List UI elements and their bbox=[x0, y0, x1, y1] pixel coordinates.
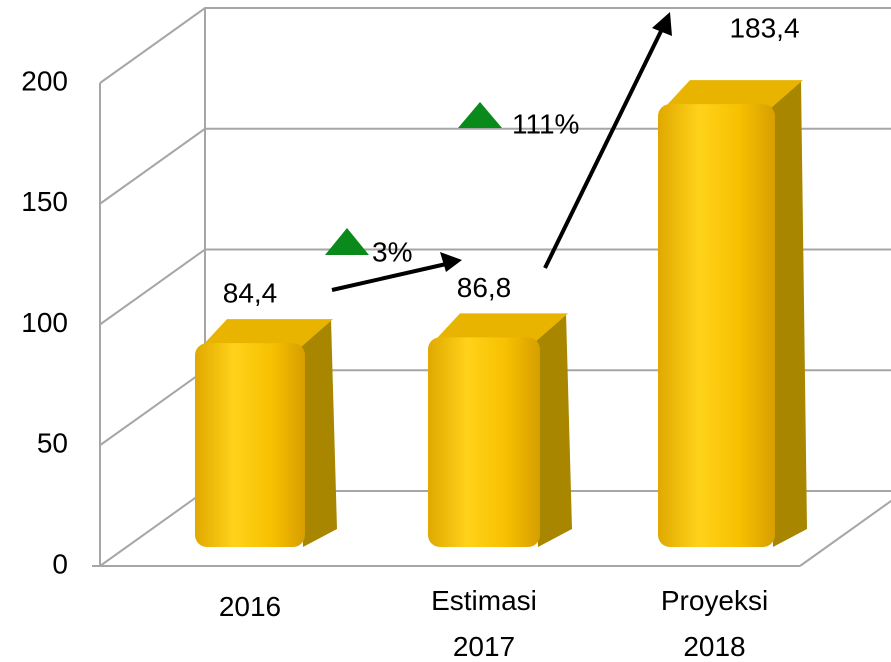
arrow bbox=[331, 260, 456, 292]
annotation: 111% bbox=[512, 108, 579, 139]
bar-side bbox=[534, 313, 572, 547]
bar-side bbox=[299, 319, 337, 547]
value-label: 84,4 bbox=[223, 278, 278, 309]
bar-top bbox=[664, 80, 803, 109]
arrow-head bbox=[440, 252, 462, 272]
bar bbox=[658, 80, 807, 548]
value-label: 183,4 bbox=[729, 12, 799, 43]
bar-top bbox=[434, 313, 568, 342]
bar-side bbox=[769, 80, 807, 548]
arrow-head bbox=[652, 12, 672, 36]
bar bbox=[195, 319, 337, 547]
annotation: 3% bbox=[372, 236, 412, 267]
x-tick-label: Proyeksi 2018 bbox=[660, 585, 769, 662]
x-tick-label: Estimasi 2017 bbox=[431, 585, 537, 662]
y-tick-label: 100 bbox=[21, 307, 68, 338]
bar-front bbox=[658, 104, 775, 548]
y-tick-label: 200 bbox=[21, 65, 68, 96]
bar-top bbox=[201, 319, 333, 348]
floor-edge bbox=[799, 499, 891, 567]
y-tick-label: 0 bbox=[52, 548, 68, 579]
arrow bbox=[543, 24, 666, 269]
value-label: 86,8 bbox=[457, 272, 512, 303]
y-tick-label: 150 bbox=[21, 186, 68, 217]
bar-front bbox=[428, 337, 540, 547]
y-tick-label: 50 bbox=[37, 428, 68, 459]
bar bbox=[428, 313, 572, 547]
grid-line bbox=[99, 7, 891, 84]
up-triangle bbox=[325, 228, 369, 255]
up-triangle bbox=[458, 102, 502, 128]
bar-front bbox=[195, 343, 305, 547]
x-tick-label: 2016 bbox=[218, 591, 282, 622]
